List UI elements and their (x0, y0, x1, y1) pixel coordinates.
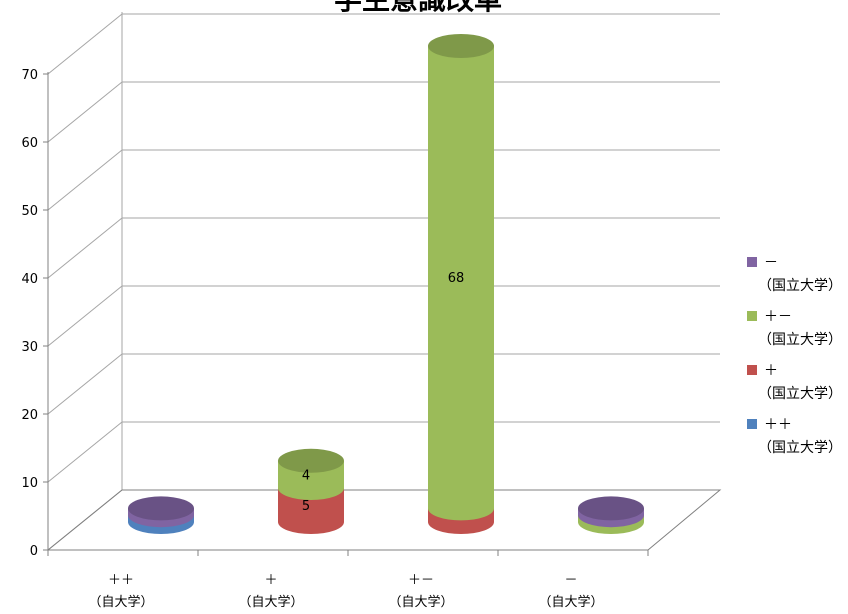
legend-label: （国立大学） (758, 332, 842, 348)
legend-label: ＋＋ (764, 417, 792, 433)
bar-segment (278, 488, 344, 534)
legend-swatch (747, 419, 757, 429)
bar-segment (128, 496, 194, 528)
x-tick-label: － (564, 573, 577, 588)
gridline-diagonal (47, 149, 123, 211)
legend-label: （国立大学） (758, 386, 842, 402)
bar-top (128, 496, 194, 521)
y-tick-label: 30 (21, 340, 38, 355)
y-tick-label: 70 (21, 68, 38, 83)
legend-label: ＋ (764, 363, 778, 379)
legend-label: － (764, 255, 778, 271)
bar-body (428, 46, 494, 521)
y-tick-label: 0 (30, 544, 38, 559)
x-tick-label: （自大学） (88, 594, 153, 610)
bar-top (578, 496, 644, 521)
bar-segment (428, 34, 494, 521)
bar-body (278, 488, 344, 534)
y-tick-label: 40 (21, 272, 38, 287)
y-tick-label: 20 (21, 408, 38, 423)
legend-label: ＋－ (764, 309, 792, 325)
legend-label: （国立大学） (758, 440, 842, 456)
x-tick-label: （自大学） (538, 594, 603, 610)
gridline-diagonal (47, 285, 123, 347)
bar-top (428, 34, 494, 58)
legend-swatch (747, 311, 757, 321)
gridline-diagonal (47, 353, 123, 415)
bar-segment (278, 448, 344, 500)
x-axis: ＋＋ （自大学） ＋ （自大学） ＋－ （自大学） － （自大学） (47, 550, 649, 610)
data-label: 5 (302, 499, 310, 514)
gridlines (46, 12, 722, 551)
legend-swatch (747, 257, 757, 267)
bar-top (278, 448, 344, 473)
x-tick-label: ＋ (264, 573, 277, 588)
legend-item: ＋＋ （国立大学） (747, 417, 842, 456)
data-labels: 5 4 68 (302, 271, 464, 514)
legend-item: － （国立大学） (747, 255, 842, 294)
bars (128, 34, 644, 534)
gridline-diagonal (47, 81, 123, 143)
x-tick-label: ＋－ (408, 573, 434, 588)
legend-label: （国立大学） (758, 278, 842, 294)
data-label: 68 (448, 271, 465, 286)
gridline-diagonal (47, 217, 123, 279)
y-axis: 0 10 20 30 40 50 60 70 (21, 68, 49, 559)
y-tick-label: 60 (21, 136, 38, 151)
x-tick-label: （自大学） (238, 594, 303, 610)
x-tick-label: ＋＋ (108, 573, 134, 588)
legend: － （国立大学） ＋－ （国立大学） ＋ （国立大学） ＋＋ （国立大学） (747, 255, 842, 456)
gridline-diagonal (47, 421, 123, 483)
legend-item: ＋ （国立大学） (747, 363, 842, 402)
y-tick-label: 50 (21, 204, 38, 219)
legend-item: ＋－ （国立大学） (747, 309, 842, 348)
floor (46, 489, 722, 551)
data-label: 4 (302, 468, 310, 483)
gridline-diagonal (47, 13, 123, 75)
bar-segment (578, 496, 644, 528)
x-tick-label: （自大学） (388, 594, 453, 610)
chart-title: 学生意識改革 (334, 0, 502, 16)
y-tick-label: 10 (21, 476, 38, 491)
legend-swatch (747, 365, 757, 375)
